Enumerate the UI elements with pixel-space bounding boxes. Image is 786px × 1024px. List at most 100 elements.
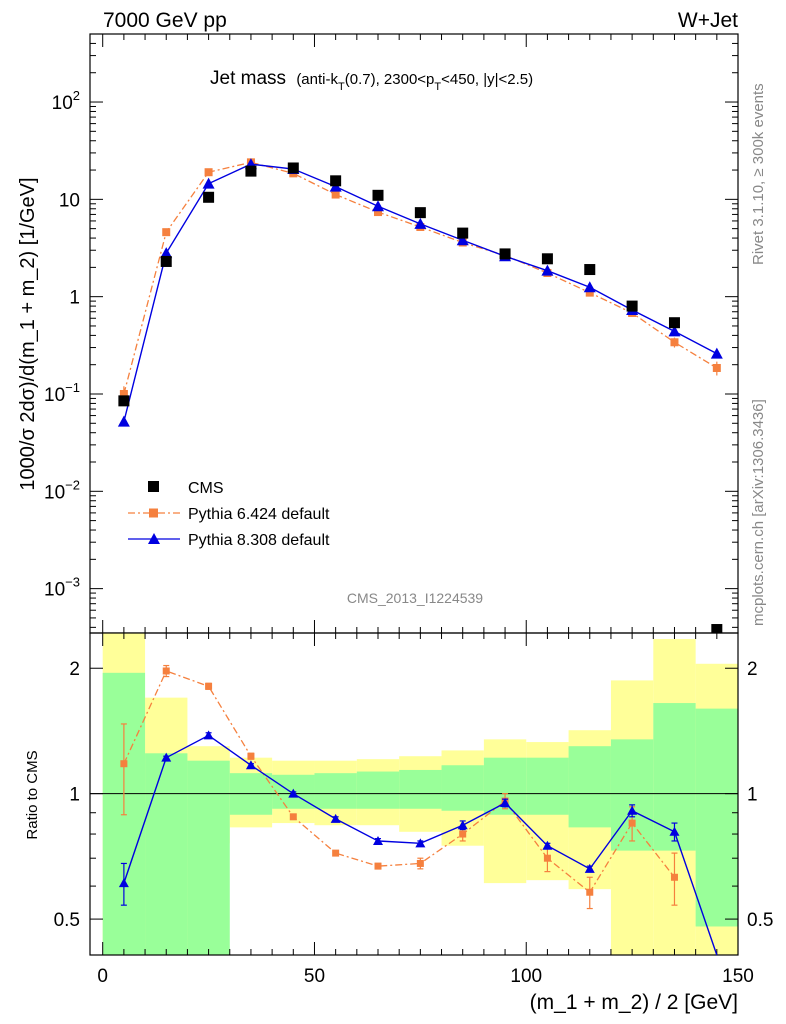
ratio-band-inner (145, 753, 188, 955)
pythia6-main-marker (712, 363, 721, 372)
ratio-y-tick-label-right: 1 (747, 785, 758, 806)
pythia6-ratio-marker (416, 859, 424, 867)
x-axis-label: (m_1 + m_2) / 2 [GeV] (530, 991, 738, 1014)
ratio-band-inner (695, 708, 738, 927)
main-y-axis-label: 1000/σ 2dσ)/d(m_1 + m_2) [1/GeV] (17, 177, 39, 490)
pythia6-main-marker (119, 389, 128, 398)
ratio-band-inner (441, 765, 484, 811)
main-y-tick-label: 10−3 (44, 575, 80, 601)
legend-label-cms: CMS (188, 480, 224, 497)
pythia6-ratio-marker (459, 830, 467, 838)
x-tick-label: 150 (722, 966, 754, 987)
pythia8-ratio-marker (330, 813, 341, 823)
header-right: W+Jet (678, 9, 738, 32)
ratio-y-axis-label: Ratio to CMS (24, 750, 41, 839)
pythia8-main-marker (583, 281, 596, 293)
ratio-band-inner (187, 760, 230, 955)
pythia8-ratio-marker (161, 752, 172, 762)
ratio-band-inner (526, 757, 569, 815)
ratio-panel: 0 50 100 150 0.5 0.5 1 1 2 2 (54, 632, 773, 987)
pythia6-main-marker (204, 168, 213, 177)
main-y-tick-label: 10−1 (44, 380, 80, 406)
main-y-tick-label: 10−2 (44, 477, 80, 503)
mcplots-label: mcplots.cern.ch [arXiv:1306.3436] (750, 399, 767, 626)
pythia6-main-marker (585, 288, 594, 297)
ratio-y-tick-label-left: 0.5 (54, 910, 80, 931)
ratio-band-inner (568, 746, 611, 828)
ratio-y-tick-label-right: 0.5 (747, 910, 773, 931)
pythia8-ratio-marker (203, 730, 214, 740)
pythia8-main-marker (456, 234, 469, 246)
legend-label-pythia8: Pythia 8.308 default (188, 532, 330, 549)
main-y-tick-label: 10 (59, 190, 80, 211)
cms-data-point (626, 300, 638, 312)
pythia8-main-marker (117, 415, 130, 427)
rivet-label: Rivet 3.1.10, ≥ 300k events (750, 83, 767, 265)
pythia6-ratio-marker (374, 862, 382, 870)
cms-data-point (457, 227, 469, 239)
main-y-tick-label: 1 (69, 288, 80, 309)
pythia8-ratio-marker (245, 760, 256, 770)
pythia8-ratio-marker (584, 863, 595, 873)
cms-data-point (414, 207, 426, 219)
legend-label-pythia6: Pythia 6.424 default (188, 506, 330, 523)
pythia6-main-marker (162, 228, 171, 237)
x-tick-label: 0 (97, 966, 108, 987)
legend: CMS Pythia 6.424 default Pythia 8.308 de… (128, 480, 330, 549)
pythia8-main-marker (160, 247, 173, 259)
pythia8-main-marker (710, 347, 723, 359)
x-tick-label: 50 (304, 966, 325, 987)
pythia8-ratio-marker (288, 788, 299, 798)
cms-data-point (541, 253, 553, 265)
plot-title-detail-c: <450, |y|<2.5) (441, 71, 533, 88)
pythia6-ratio-marker (247, 752, 255, 760)
cms-data-point (203, 191, 215, 203)
pythia6-ratio-marker (162, 667, 170, 675)
pythia8-ratio-marker (457, 820, 468, 830)
cms-data-point (330, 175, 342, 187)
main-y-tick-label: 102 (52, 88, 80, 114)
cms-data-point (287, 162, 299, 174)
legend-marker-pythia6 (149, 508, 158, 518)
ratio-band-inner (356, 771, 400, 809)
pythia6-main-marker (670, 338, 679, 347)
legend-marker-cms (148, 481, 159, 492)
pythia8-ratio-marker (415, 838, 426, 848)
ratio-y-tick-label-left: 1 (69, 785, 80, 806)
plot-title-sub-2: T (434, 81, 441, 93)
pythia8-ratio-marker (118, 878, 129, 888)
plot-title-detail-a: (anti-k (296, 71, 338, 88)
ratio-y-tick-label-left: 2 (69, 659, 80, 680)
pythia8-ratio-marker (500, 797, 511, 807)
pythia8-ratio-marker (373, 835, 383, 845)
pythia6-ratio-marker (332, 849, 340, 857)
pythia6-main-marker (374, 208, 382, 217)
pythia6-ratio-marker (670, 873, 678, 881)
cms-data-point (372, 189, 384, 201)
cms-data-point (160, 255, 172, 267)
ratio-y-tick-label-right: 2 (747, 659, 758, 680)
pythia6-ratio-marker (120, 760, 128, 768)
plot-title: Jet mass (anti-kT(0.7), 2300<pT<450, |y|… (210, 68, 533, 93)
main-panel: 10−3 10−2 10−1 1 10 102 (44, 33, 739, 634)
pythia6-ratio-marker (205, 682, 213, 690)
pythia6-main-marker (331, 190, 340, 199)
pythia8-ratio-marker (542, 840, 553, 850)
cms-data-point (499, 248, 511, 260)
cms-data-point (584, 264, 596, 276)
pythia6-ratio-marker (586, 888, 594, 896)
x-tick-label: 100 (510, 966, 542, 987)
header-left: 7000 GeV pp (103, 9, 227, 32)
pythia8-main-marker (414, 217, 427, 229)
pythia8-main-marker (668, 325, 681, 337)
pythia8-main-marker (202, 177, 215, 189)
cms-data-point (668, 317, 680, 329)
ratio-band-inner (399, 769, 442, 809)
cms-data-point (245, 165, 257, 177)
pythia6-ratio-line (123, 670, 675, 894)
pythia6-ratio-marker (543, 854, 551, 862)
plot-title-sub-1: T (338, 81, 345, 93)
analysis-id: CMS_2013_I1224539 (347, 590, 483, 606)
pythia6-ratio-marker (289, 813, 297, 821)
